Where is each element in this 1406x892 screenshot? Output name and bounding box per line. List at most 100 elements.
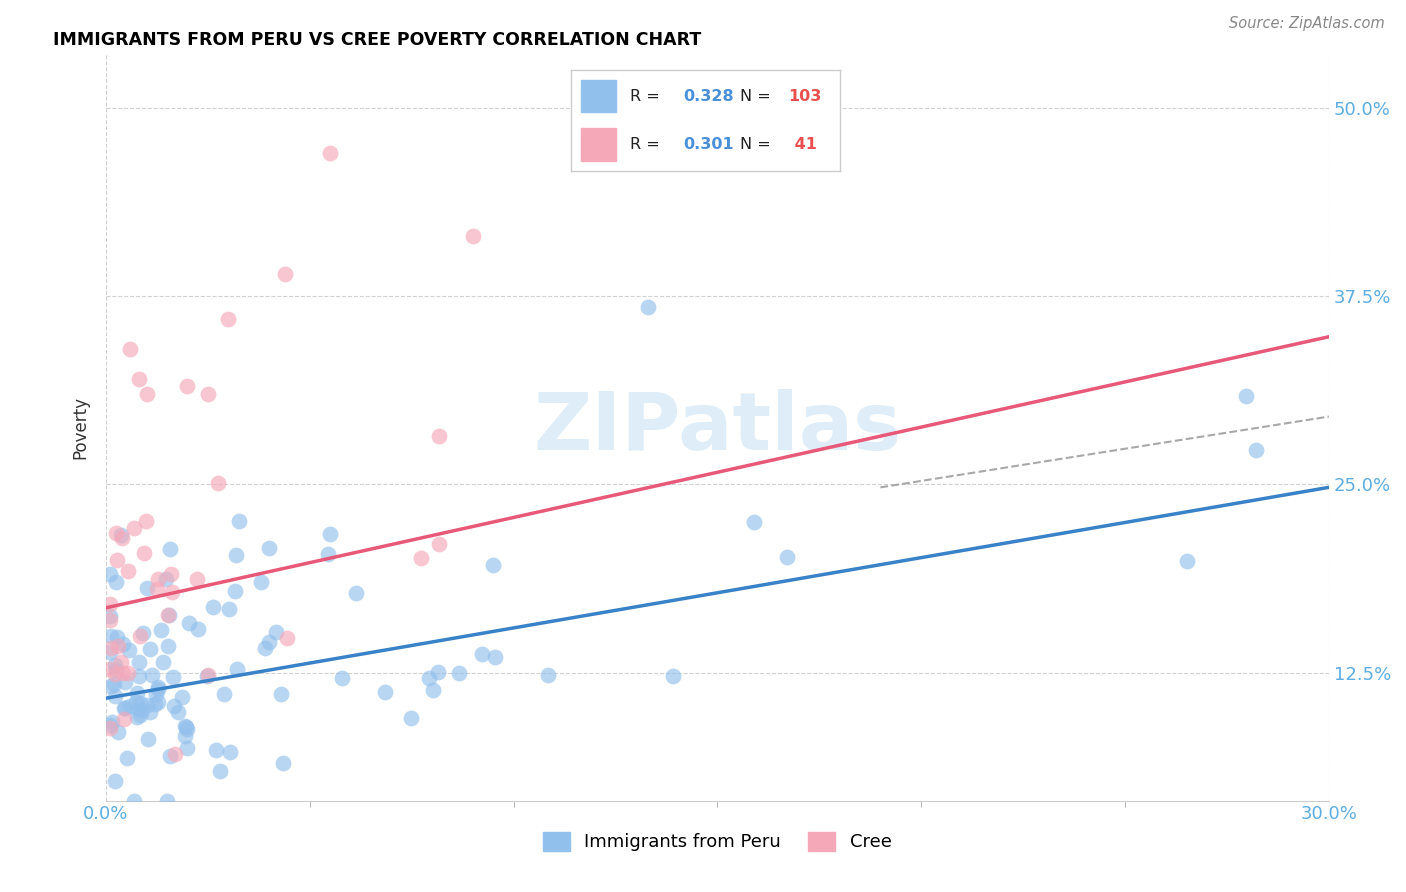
Point xyxy=(135,514,157,528)
Point xyxy=(112,712,135,726)
Point xyxy=(330,671,353,685)
Point xyxy=(110,528,132,542)
Point xyxy=(110,655,132,669)
Point xyxy=(156,794,179,808)
Y-axis label: Poverty: Poverty xyxy=(72,396,89,459)
Point xyxy=(374,684,396,698)
Point xyxy=(136,581,159,595)
Point xyxy=(136,732,159,747)
Point xyxy=(132,546,155,560)
Point xyxy=(122,794,145,808)
Point xyxy=(165,747,187,761)
Text: R =: R = xyxy=(630,137,665,152)
Point xyxy=(173,729,195,743)
Bar xyxy=(581,80,616,112)
Point xyxy=(427,537,450,551)
Point xyxy=(125,695,148,709)
Point xyxy=(482,558,505,572)
Point xyxy=(399,711,422,725)
Point xyxy=(98,718,121,732)
Point xyxy=(139,642,162,657)
Point xyxy=(103,677,125,691)
Point xyxy=(214,687,236,701)
Point xyxy=(128,372,150,386)
Point xyxy=(166,705,188,719)
Text: 0.328: 0.328 xyxy=(683,88,734,103)
Point xyxy=(135,387,157,401)
Point xyxy=(107,724,129,739)
Point xyxy=(427,429,450,443)
Point xyxy=(318,547,340,561)
Point xyxy=(218,602,240,616)
Point xyxy=(131,703,153,717)
Point xyxy=(146,572,169,586)
Point xyxy=(100,597,122,611)
Point xyxy=(125,686,148,700)
Point xyxy=(274,267,297,281)
Point xyxy=(259,541,281,555)
Point xyxy=(209,764,232,779)
Point xyxy=(105,630,128,644)
Point xyxy=(1175,554,1198,568)
Point xyxy=(150,623,173,637)
Point xyxy=(145,687,167,701)
Point xyxy=(104,667,127,681)
Point xyxy=(207,475,229,490)
Text: 41: 41 xyxy=(789,137,817,152)
Point xyxy=(146,681,169,696)
Point xyxy=(114,701,136,715)
Point xyxy=(422,682,444,697)
Point xyxy=(186,572,208,586)
Point xyxy=(271,756,294,770)
Point xyxy=(270,687,292,701)
Point xyxy=(187,622,209,636)
Point xyxy=(197,387,219,401)
Point xyxy=(118,643,141,657)
Point xyxy=(1234,389,1257,403)
Point xyxy=(228,514,250,528)
Point xyxy=(146,681,169,695)
Point xyxy=(426,665,449,680)
Point xyxy=(105,574,128,589)
Point xyxy=(344,586,367,600)
Point xyxy=(120,342,142,356)
Point xyxy=(112,665,135,680)
Text: ZIPatlas: ZIPatlas xyxy=(533,389,901,467)
Point xyxy=(156,639,179,653)
Point xyxy=(104,774,127,789)
Text: Source: ZipAtlas.com: Source: ZipAtlas.com xyxy=(1229,16,1385,31)
Point xyxy=(104,690,127,704)
Point xyxy=(155,572,177,586)
Point xyxy=(319,146,342,161)
Point xyxy=(114,675,136,690)
Point xyxy=(162,585,184,599)
Point xyxy=(101,714,124,729)
Point xyxy=(129,707,152,722)
Point xyxy=(217,311,239,326)
Point xyxy=(107,639,129,653)
Point xyxy=(449,666,471,681)
Point xyxy=(114,701,136,715)
Point xyxy=(145,582,167,596)
Point xyxy=(484,649,506,664)
Point xyxy=(157,607,180,622)
Point xyxy=(205,743,228,757)
Point xyxy=(537,667,560,681)
Point xyxy=(266,624,288,639)
Point xyxy=(173,719,195,733)
Point xyxy=(117,564,139,578)
Point xyxy=(117,666,139,681)
Point xyxy=(118,699,141,714)
Point xyxy=(1244,442,1267,457)
Point xyxy=(100,641,122,656)
Point xyxy=(218,745,240,759)
Point xyxy=(179,616,201,631)
Text: N =: N = xyxy=(740,88,776,103)
Point xyxy=(461,228,484,243)
Point xyxy=(139,705,162,719)
Point xyxy=(112,637,135,651)
Point xyxy=(98,662,121,676)
Point xyxy=(225,662,247,676)
Text: N =: N = xyxy=(740,137,776,152)
Point xyxy=(224,584,246,599)
